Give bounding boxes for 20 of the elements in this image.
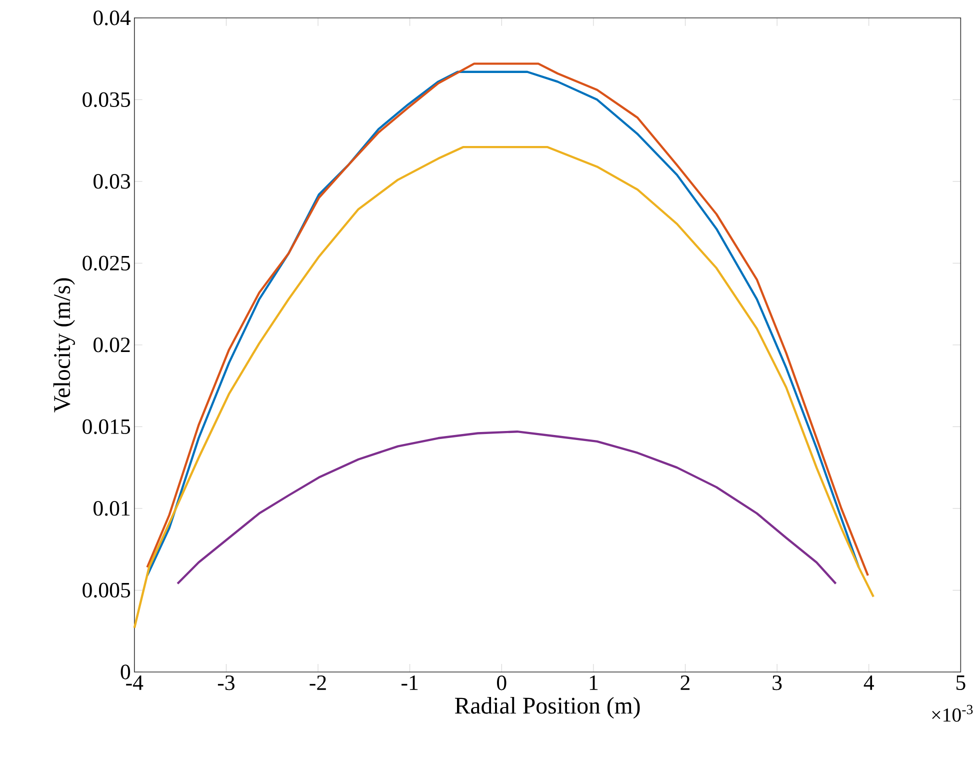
- x-axis-title: Radial Position (m): [454, 697, 640, 719]
- y-tick-label: 0.015: [82, 420, 130, 434]
- y-tick-label: 0.025: [82, 256, 130, 271]
- x-tick-label: 2: [680, 676, 690, 690]
- x-tick-label: -3: [218, 676, 234, 690]
- text: ×10$^{-3}$: [932, 705, 973, 722]
- y-tick-label: 0.03: [94, 174, 130, 190]
- y-tick-label: 0.035: [82, 92, 130, 108]
- y-tick-label: 0.02: [94, 338, 130, 353]
- x-tick-label: -2: [310, 676, 326, 690]
- y-tick-label: 0.005: [82, 583, 130, 598]
- y-tick-label: 0.01: [94, 501, 130, 516]
- x-tick-label: 1: [590, 676, 598, 690]
- x-tick-label: 4: [864, 676, 874, 690]
- x-tick-label: 3: [772, 676, 782, 690]
- x-tick-label: -1: [402, 676, 418, 690]
- y-axis-title: Velocity (m/s): [53, 278, 75, 413]
- x-tick-label: 5: [956, 676, 966, 690]
- x-tick-label: 0: [497, 676, 506, 690]
- y-tick-label: 0.04: [94, 10, 131, 26]
